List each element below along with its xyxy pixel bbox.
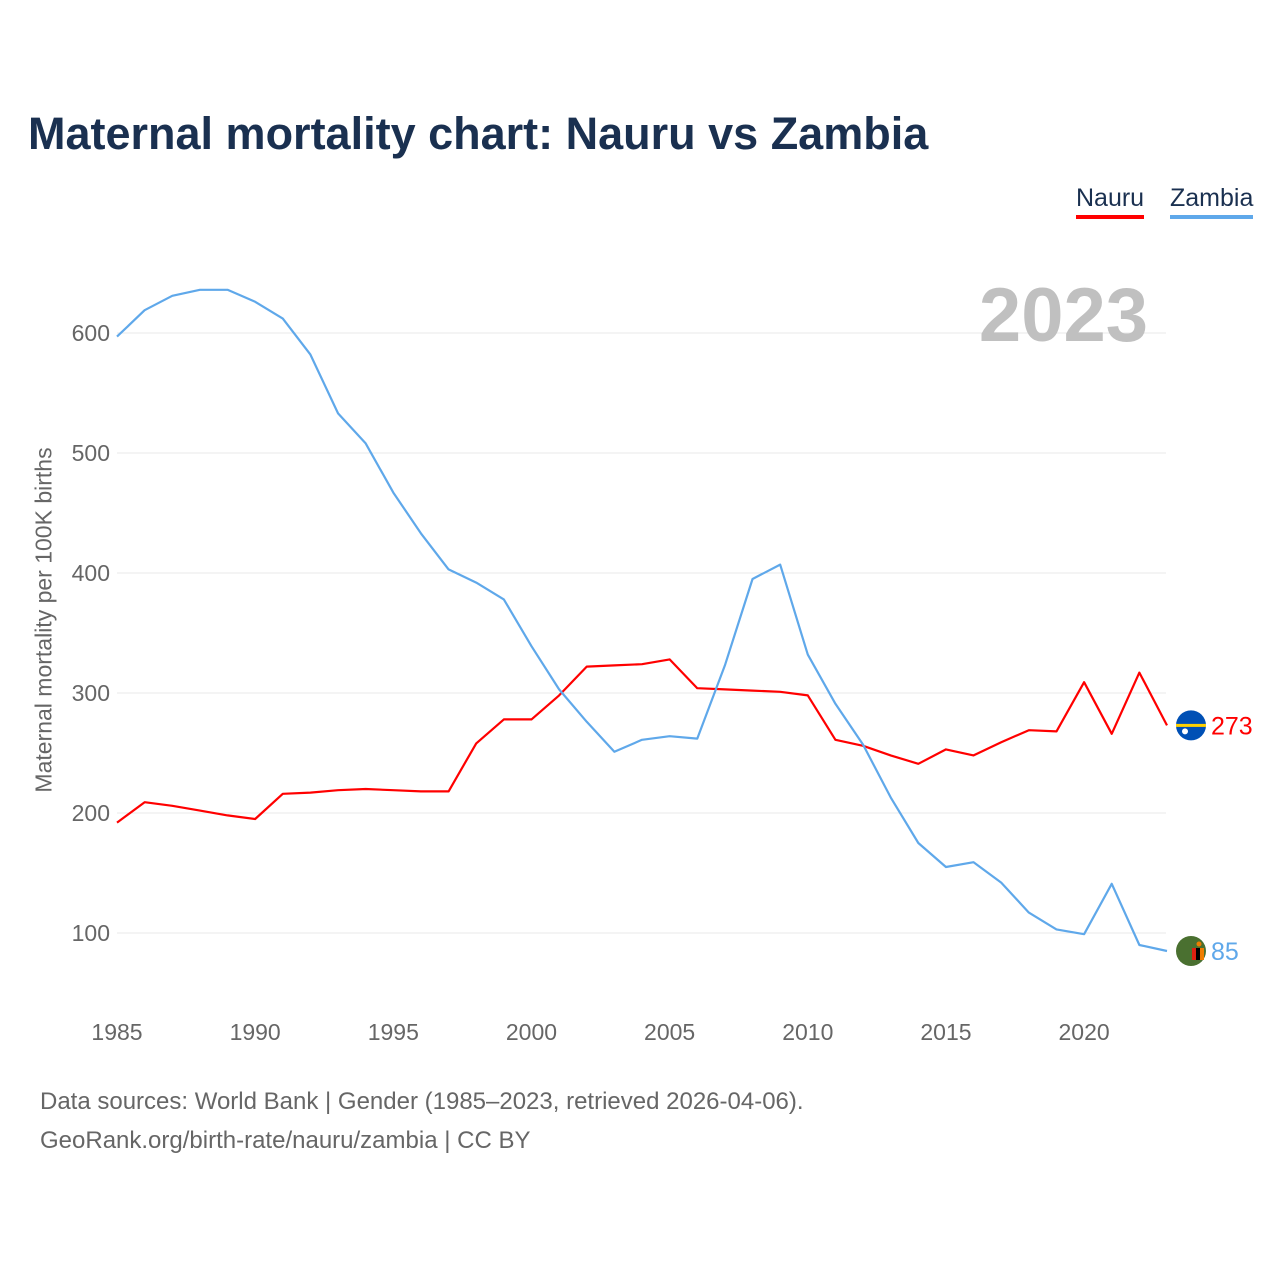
flag-zambia-icon bbox=[1176, 936, 1206, 966]
legend-nauru[interactable]: Nauru bbox=[1076, 184, 1145, 219]
y-tick-label: 500 bbox=[72, 440, 110, 466]
x-tick-label: 2010 bbox=[782, 1019, 833, 1045]
end-label-nauru: 273 bbox=[1211, 712, 1253, 740]
y-tick-label: 600 bbox=[72, 320, 110, 346]
series-line-nauru bbox=[116, 658, 1168, 824]
footer-sources: Data sources: World Bank | Gender (1985–… bbox=[40, 1088, 804, 1115]
x-tick-label: 2000 bbox=[506, 1019, 557, 1045]
x-tick-label: 2020 bbox=[1059, 1019, 1110, 1045]
y-tick-label: 100 bbox=[72, 920, 110, 946]
y-tick-label: 400 bbox=[72, 560, 110, 586]
year-label: 2023 bbox=[978, 273, 1148, 358]
footer-link[interactable]: GeoRank.org/birth-rate/nauru/zambia | CC… bbox=[40, 1127, 531, 1154]
x-tick-label: 1985 bbox=[91, 1019, 142, 1045]
chart-title: Maternal mortality chart: Nauru vs Zambi… bbox=[28, 108, 929, 159]
x-tick-label: 2015 bbox=[920, 1019, 971, 1045]
x-tick-label: 1990 bbox=[230, 1019, 281, 1045]
y-tick-label: 200 bbox=[72, 800, 110, 826]
x-tick-label: 1995 bbox=[368, 1019, 419, 1045]
y-tick-label: 300 bbox=[72, 680, 110, 706]
legend-zambia[interactable]: Zambia bbox=[1170, 184, 1254, 219]
flag-nauru-icon bbox=[1176, 710, 1206, 741]
series-line-zambia bbox=[116, 288, 1168, 953]
x-tick-label: 2005 bbox=[644, 1019, 695, 1045]
end-label-zambia: 85 bbox=[1211, 938, 1239, 966]
